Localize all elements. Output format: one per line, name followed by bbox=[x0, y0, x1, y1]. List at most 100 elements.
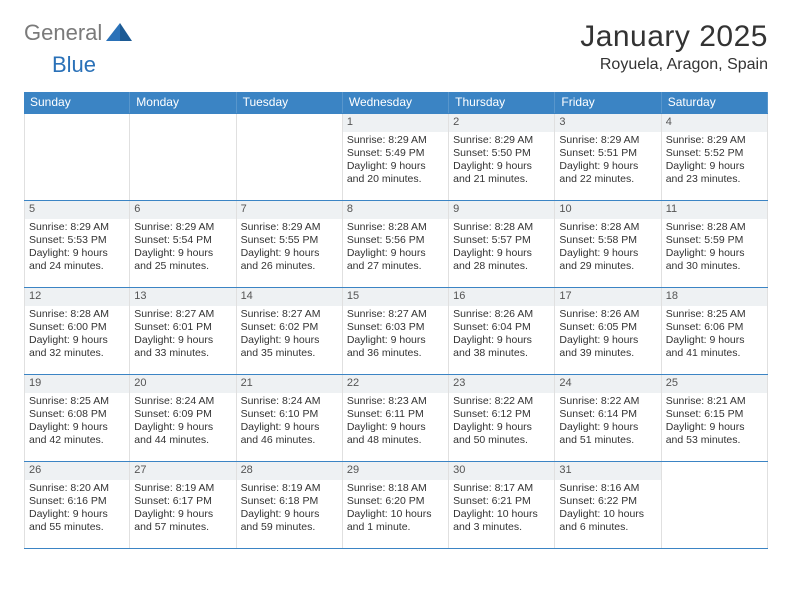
daylight-line-2: and 28 minutes. bbox=[453, 260, 550, 273]
day-cell: 21Sunrise: 8:24 AMSunset: 6:10 PMDayligh… bbox=[237, 375, 343, 461]
daylight-line-2: and 6 minutes. bbox=[559, 521, 656, 534]
sunrise-line: Sunrise: 8:29 AM bbox=[347, 134, 444, 147]
title-block: January 2025 Royuela, Aragon, Spain bbox=[580, 20, 768, 74]
daylight-line-1: Daylight: 9 hours bbox=[29, 334, 125, 347]
daylight-line-2: and 50 minutes. bbox=[453, 434, 550, 447]
sunset-line: Sunset: 5:53 PM bbox=[29, 234, 125, 247]
day-cell: 9Sunrise: 8:28 AMSunset: 5:57 PMDaylight… bbox=[449, 201, 555, 287]
day-body: Sunrise: 8:24 AMSunset: 6:10 PMDaylight:… bbox=[237, 393, 342, 461]
sunset-line: Sunset: 6:22 PM bbox=[559, 495, 656, 508]
sunset-line: Sunset: 5:51 PM bbox=[559, 147, 656, 160]
empty-cell bbox=[662, 462, 768, 548]
sunset-line: Sunset: 5:57 PM bbox=[453, 234, 550, 247]
sunrise-line: Sunrise: 8:19 AM bbox=[134, 482, 231, 495]
day-of-week-header: SundayMondayTuesdayWednesdayThursdayFrid… bbox=[24, 92, 768, 113]
daylight-line-1: Daylight: 9 hours bbox=[559, 421, 656, 434]
sunset-line: Sunset: 6:17 PM bbox=[134, 495, 231, 508]
day-body: Sunrise: 8:27 AMSunset: 6:01 PMDaylight:… bbox=[130, 306, 235, 374]
day-number: 8 bbox=[343, 201, 448, 219]
sunrise-line: Sunrise: 8:21 AM bbox=[666, 395, 763, 408]
sunset-line: Sunset: 6:02 PM bbox=[241, 321, 338, 334]
day-number: 18 bbox=[662, 288, 767, 306]
day-cell: 8Sunrise: 8:28 AMSunset: 5:56 PMDaylight… bbox=[343, 201, 449, 287]
daylight-line-2: and 23 minutes. bbox=[666, 173, 763, 186]
dow-cell: Thursday bbox=[449, 92, 555, 113]
day-number: 14 bbox=[237, 288, 342, 306]
daylight-line-2: and 3 minutes. bbox=[453, 521, 550, 534]
sunset-line: Sunset: 5:55 PM bbox=[241, 234, 338, 247]
day-number: 26 bbox=[25, 462, 129, 480]
day-number: 28 bbox=[237, 462, 342, 480]
sunrise-line: Sunrise: 8:20 AM bbox=[29, 482, 125, 495]
sunrise-line: Sunrise: 8:22 AM bbox=[559, 395, 656, 408]
sunrise-line: Sunrise: 8:28 AM bbox=[559, 221, 656, 234]
daylight-line-1: Daylight: 9 hours bbox=[559, 334, 656, 347]
week-row: 1Sunrise: 8:29 AMSunset: 5:49 PMDaylight… bbox=[24, 113, 768, 200]
sunset-line: Sunset: 6:06 PM bbox=[666, 321, 763, 334]
sunset-line: Sunset: 6:09 PM bbox=[134, 408, 231, 421]
day-number: 13 bbox=[130, 288, 235, 306]
day-body: Sunrise: 8:27 AMSunset: 6:02 PMDaylight:… bbox=[237, 306, 342, 374]
location-subtitle: Royuela, Aragon, Spain bbox=[580, 56, 768, 74]
day-number: 11 bbox=[662, 201, 767, 219]
sunset-line: Sunset: 6:03 PM bbox=[347, 321, 444, 334]
calendar-grid: SundayMondayTuesdayWednesdayThursdayFrid… bbox=[24, 92, 768, 549]
sunset-line: Sunset: 6:16 PM bbox=[29, 495, 125, 508]
day-cell: 17Sunrise: 8:26 AMSunset: 6:05 PMDayligh… bbox=[555, 288, 661, 374]
sunset-line: Sunset: 6:18 PM bbox=[241, 495, 338, 508]
day-body: Sunrise: 8:26 AMSunset: 6:04 PMDaylight:… bbox=[449, 306, 554, 374]
brand-logo: General bbox=[24, 20, 134, 46]
day-number: 16 bbox=[449, 288, 554, 306]
sunrise-line: Sunrise: 8:28 AM bbox=[666, 221, 763, 234]
daylight-line-1: Daylight: 9 hours bbox=[453, 247, 550, 260]
empty-cell bbox=[130, 114, 236, 200]
dow-cell: Monday bbox=[130, 92, 236, 113]
day-number: 19 bbox=[25, 375, 129, 393]
day-body: Sunrise: 8:21 AMSunset: 6:15 PMDaylight:… bbox=[662, 393, 767, 461]
sunrise-line: Sunrise: 8:29 AM bbox=[134, 221, 231, 234]
day-number: 27 bbox=[130, 462, 235, 480]
sunrise-line: Sunrise: 8:26 AM bbox=[453, 308, 550, 321]
day-body: Sunrise: 8:29 AMSunset: 5:54 PMDaylight:… bbox=[130, 219, 235, 287]
day-number: 21 bbox=[237, 375, 342, 393]
sunset-line: Sunset: 5:59 PM bbox=[666, 234, 763, 247]
daylight-line-2: and 1 minute. bbox=[347, 521, 444, 534]
day-number: 4 bbox=[662, 114, 767, 132]
sunrise-line: Sunrise: 8:28 AM bbox=[453, 221, 550, 234]
daylight-line-1: Daylight: 9 hours bbox=[134, 334, 231, 347]
day-body: Sunrise: 8:29 AMSunset: 5:51 PMDaylight:… bbox=[555, 132, 660, 200]
day-body: Sunrise: 8:22 AMSunset: 6:12 PMDaylight:… bbox=[449, 393, 554, 461]
daylight-line-2: and 29 minutes. bbox=[559, 260, 656, 273]
daylight-line-2: and 25 minutes. bbox=[134, 260, 231, 273]
daylight-line-2: and 35 minutes. bbox=[241, 347, 338, 360]
sunrise-line: Sunrise: 8:28 AM bbox=[347, 221, 444, 234]
daylight-line-2: and 53 minutes. bbox=[666, 434, 763, 447]
daylight-line-1: Daylight: 9 hours bbox=[29, 247, 125, 260]
day-body: Sunrise: 8:26 AMSunset: 6:05 PMDaylight:… bbox=[555, 306, 660, 374]
empty-cell bbox=[237, 114, 343, 200]
daylight-line-2: and 46 minutes. bbox=[241, 434, 338, 447]
day-cell: 24Sunrise: 8:22 AMSunset: 6:14 PMDayligh… bbox=[555, 375, 661, 461]
day-body: Sunrise: 8:18 AMSunset: 6:20 PMDaylight:… bbox=[343, 480, 448, 548]
day-body: Sunrise: 8:23 AMSunset: 6:11 PMDaylight:… bbox=[343, 393, 448, 461]
day-cell: 27Sunrise: 8:19 AMSunset: 6:17 PMDayligh… bbox=[130, 462, 236, 548]
dow-cell: Sunday bbox=[24, 92, 130, 113]
sunset-line: Sunset: 6:15 PM bbox=[666, 408, 763, 421]
day-body: Sunrise: 8:16 AMSunset: 6:22 PMDaylight:… bbox=[555, 480, 660, 548]
day-number: 23 bbox=[449, 375, 554, 393]
day-cell: 25Sunrise: 8:21 AMSunset: 6:15 PMDayligh… bbox=[662, 375, 768, 461]
daylight-line-1: Daylight: 9 hours bbox=[134, 247, 231, 260]
day-cell: 6Sunrise: 8:29 AMSunset: 5:54 PMDaylight… bbox=[130, 201, 236, 287]
day-number: 10 bbox=[555, 201, 660, 219]
daylight-line-1: Daylight: 9 hours bbox=[134, 421, 231, 434]
daylight-line-1: Daylight: 9 hours bbox=[134, 508, 231, 521]
daylight-line-1: Daylight: 9 hours bbox=[29, 508, 125, 521]
day-cell: 23Sunrise: 8:22 AMSunset: 6:12 PMDayligh… bbox=[449, 375, 555, 461]
day-body: Sunrise: 8:19 AMSunset: 6:17 PMDaylight:… bbox=[130, 480, 235, 548]
day-cell: 15Sunrise: 8:27 AMSunset: 6:03 PMDayligh… bbox=[343, 288, 449, 374]
day-number: 7 bbox=[237, 201, 342, 219]
day-cell: 16Sunrise: 8:26 AMSunset: 6:04 PMDayligh… bbox=[449, 288, 555, 374]
dow-cell: Saturday bbox=[662, 92, 768, 113]
day-number: 22 bbox=[343, 375, 448, 393]
sunrise-line: Sunrise: 8:25 AM bbox=[666, 308, 763, 321]
